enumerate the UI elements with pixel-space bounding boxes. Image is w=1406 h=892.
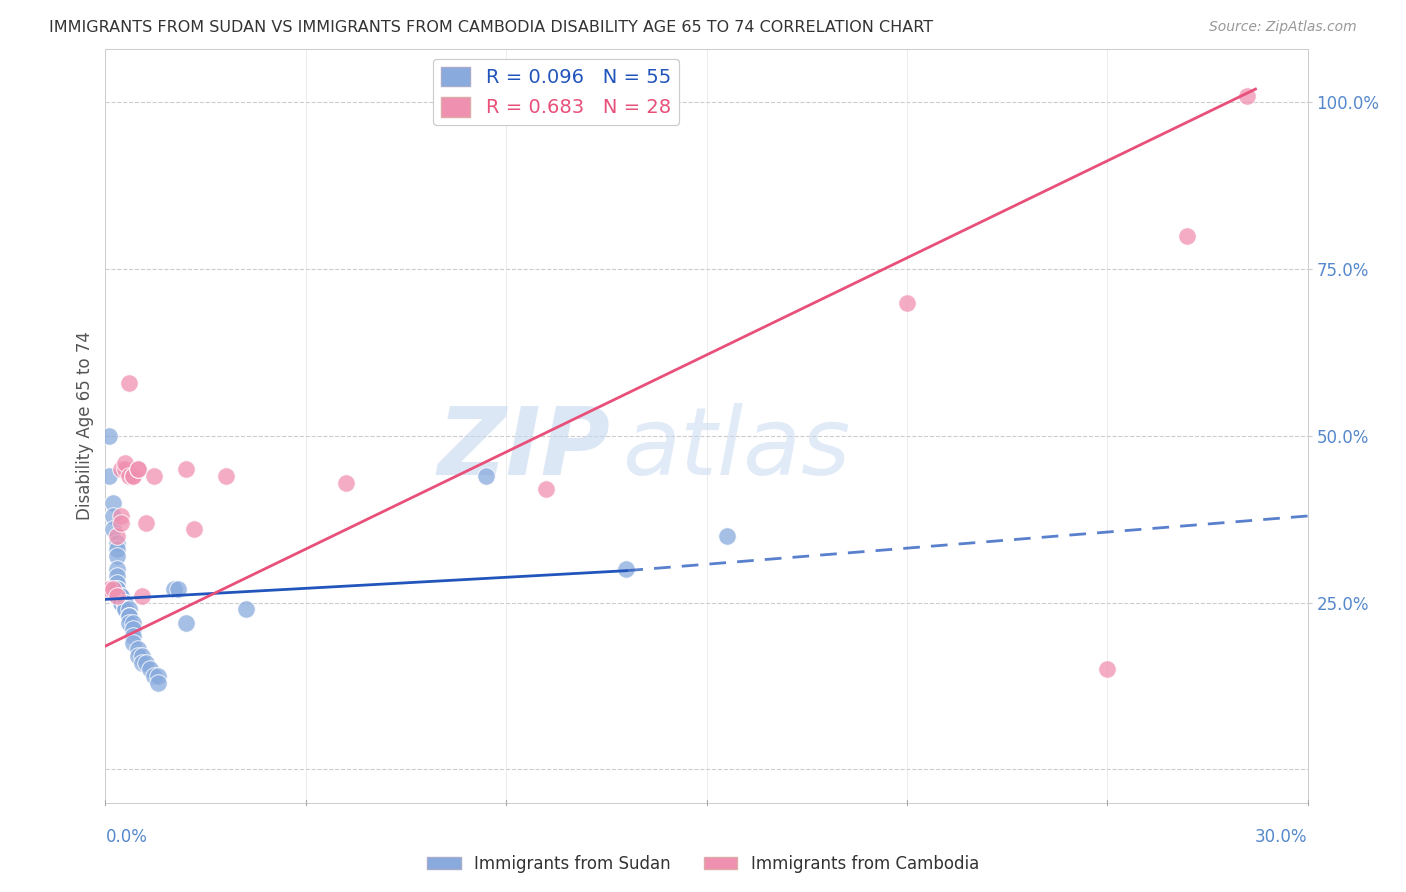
Point	[114, 596, 136, 610]
Point	[107, 529, 129, 543]
Point	[103, 582, 125, 597]
Point	[107, 569, 129, 583]
Point	[114, 602, 136, 616]
Point	[114, 596, 136, 610]
Point	[142, 469, 165, 483]
Point	[142, 669, 165, 683]
Point	[118, 469, 141, 483]
Point	[110, 589, 132, 603]
Point	[127, 462, 149, 476]
Text: ZIP: ZIP	[437, 402, 610, 494]
Text: Source: ZipAtlas.com: Source: ZipAtlas.com	[1209, 20, 1357, 34]
Point	[118, 602, 141, 616]
Point	[335, 475, 357, 490]
Point	[114, 462, 136, 476]
Point	[103, 508, 125, 523]
Point	[103, 495, 125, 509]
Text: atlas: atlas	[623, 403, 851, 494]
Point	[118, 609, 141, 624]
Point	[162, 582, 184, 597]
Point	[127, 642, 149, 657]
Point	[235, 602, 257, 616]
Point	[138, 662, 160, 676]
Point	[896, 295, 918, 310]
Point	[118, 609, 141, 624]
Text: IMMIGRANTS FROM SUDAN VS IMMIGRANTS FROM CAMBODIA DISABILITY AGE 65 TO 74 CORREL: IMMIGRANTS FROM SUDAN VS IMMIGRANTS FROM…	[49, 20, 934, 35]
Text: 30.0%: 30.0%	[1256, 828, 1308, 846]
Point	[475, 469, 498, 483]
Point	[110, 596, 132, 610]
Point	[214, 469, 236, 483]
Point	[122, 615, 145, 630]
Point	[98, 469, 121, 483]
Point	[127, 648, 149, 663]
Point	[122, 469, 145, 483]
Point	[114, 456, 136, 470]
Point	[110, 516, 132, 530]
Point	[131, 589, 153, 603]
Point	[110, 596, 132, 610]
Legend: R = 0.096   N = 55, R = 0.683   N = 28: R = 0.096 N = 55, R = 0.683 N = 28	[433, 59, 679, 125]
Point	[1097, 662, 1119, 676]
Point	[135, 516, 157, 530]
Point	[1177, 228, 1199, 243]
Point	[110, 508, 132, 523]
Point	[166, 582, 188, 597]
Point	[110, 589, 132, 603]
Y-axis label: Disability Age 65 to 74: Disability Age 65 to 74	[76, 332, 94, 520]
Point	[534, 483, 557, 497]
Point	[114, 596, 136, 610]
Point	[122, 623, 145, 637]
Text: 0.0%: 0.0%	[105, 828, 148, 846]
Point	[98, 429, 121, 443]
Point	[114, 596, 136, 610]
Point	[183, 522, 205, 536]
Point	[103, 522, 125, 536]
Point	[107, 535, 129, 549]
Point	[131, 656, 153, 670]
Point	[716, 529, 738, 543]
Point	[107, 562, 129, 576]
Point	[98, 582, 121, 597]
Point	[122, 629, 145, 643]
Point	[118, 615, 141, 630]
Point	[174, 462, 197, 476]
Point	[131, 648, 153, 663]
Point	[107, 549, 129, 563]
Point	[1236, 88, 1258, 103]
Point	[122, 636, 145, 650]
Point	[616, 562, 638, 576]
Point	[118, 609, 141, 624]
Point	[118, 376, 141, 390]
Point	[110, 462, 132, 476]
Legend: Immigrants from Sudan, Immigrants from Cambodia: Immigrants from Sudan, Immigrants from C…	[420, 848, 986, 880]
Point	[122, 469, 145, 483]
Point	[110, 589, 132, 603]
Point	[107, 582, 129, 597]
Point	[107, 589, 129, 603]
Point	[174, 615, 197, 630]
Point	[146, 675, 169, 690]
Point	[135, 656, 157, 670]
Point	[114, 602, 136, 616]
Point	[110, 589, 132, 603]
Point	[107, 582, 129, 597]
Point	[127, 462, 149, 476]
Point	[107, 575, 129, 590]
Point	[146, 669, 169, 683]
Point	[107, 542, 129, 557]
Point	[107, 589, 129, 603]
